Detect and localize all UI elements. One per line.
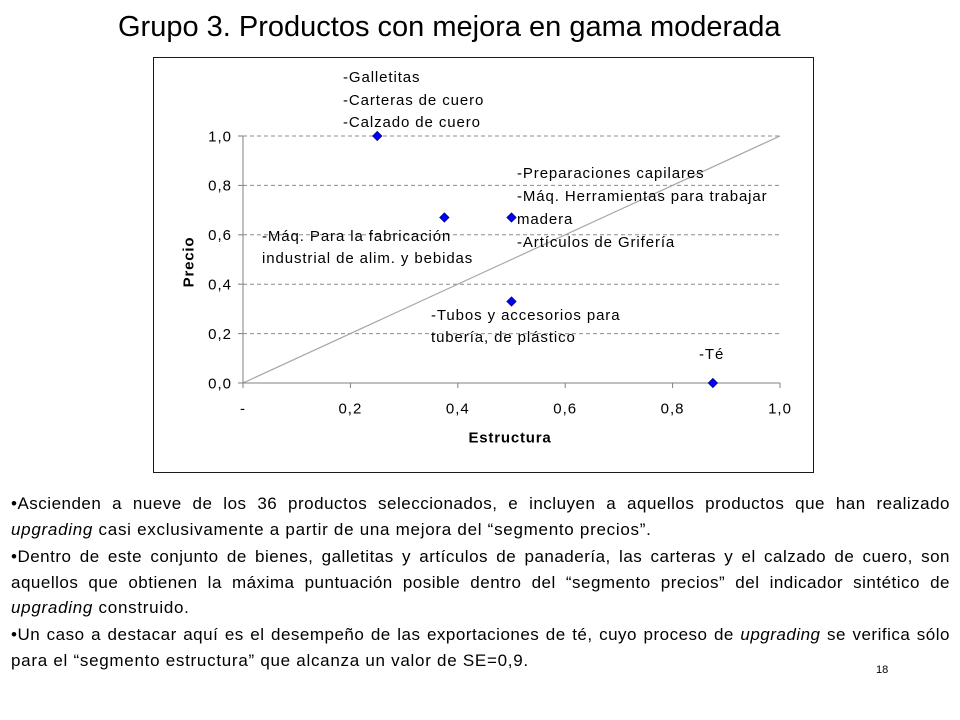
y-tick-label: 0,2 bbox=[208, 326, 232, 343]
emphasized-term: upgrading bbox=[11, 598, 94, 617]
data-label: industrial de alim. y bebidas bbox=[262, 249, 474, 267]
text-line: •Dentro de este conjunto de bienes, gall… bbox=[11, 544, 950, 570]
data-label: -Tubos y accesorios para bbox=[431, 307, 621, 324]
data-point bbox=[506, 212, 517, 223]
data-label-group: -Té bbox=[699, 344, 724, 366]
data-label: -Carteras de cuero bbox=[343, 91, 485, 109]
chart-marks: 0,0 0,2 0,4 0,6 0,8 1,0 - 0,2 0,4 0,6 0,8 1,0 bbox=[208, 128, 792, 417]
text-line: aquellos que obtienen la máxima puntuaci… bbox=[11, 570, 950, 596]
data-label: -Preparaciones capilares bbox=[517, 165, 705, 182]
data-label: -Calzado de cuero bbox=[343, 114, 481, 131]
emphasized-term: upgrading bbox=[11, 519, 94, 539]
y-tick-label: 0,4 bbox=[208, 276, 232, 293]
text-segment: se verifica sólo bbox=[820, 625, 950, 644]
y-tick-label: 0,8 bbox=[208, 178, 232, 195]
x-tick-label: - bbox=[240, 400, 246, 417]
data-label: -Artículos de Grifería bbox=[517, 234, 676, 251]
data-label-group: -Máq. Para la fabricación industrial de … bbox=[262, 226, 473, 269]
x-tick-label: 1,0 bbox=[768, 400, 792, 417]
emphasized-term: upgrading bbox=[740, 625, 821, 644]
data-point bbox=[439, 212, 450, 223]
y-tick-label: 0,0 bbox=[208, 375, 232, 392]
slide-title: Grupo 3. Productos con mejora en gama mo… bbox=[118, 11, 781, 43]
scatter-chart: 0,0 0,2 0,4 0,6 0,8 1,0 - 0,2 0,4 0,6 0,8 1,0 Estru… bbox=[153, 57, 814, 473]
text-segment: aquellos que obtienen la máxima puntuaci… bbox=[11, 572, 950, 592]
y-axis-title: Precio bbox=[180, 237, 197, 288]
text-line: •Un caso a destacar aquí es el desempeño… bbox=[11, 622, 950, 648]
bullet-paragraph: •Dentro de este conjunto de bienes, gall… bbox=[11, 544, 950, 621]
data-label-group: -Tubos y accesorios para tubería, de plá… bbox=[431, 305, 620, 349]
data-label: tubería, de plástico bbox=[431, 329, 576, 346]
data-point bbox=[506, 296, 517, 307]
x-tick-label: 0,2 bbox=[338, 400, 362, 417]
data-point bbox=[707, 377, 719, 389]
y-tick-label: 1,0 bbox=[208, 128, 232, 145]
data-label-group: -Preparaciones capilares -Máq. Herramien… bbox=[517, 162, 768, 254]
data-label: -Galletitas bbox=[343, 69, 421, 86]
page-number: 18 bbox=[876, 664, 889, 676]
data-point bbox=[372, 130, 383, 142]
data-label: -Té bbox=[699, 346, 725, 363]
x-tick-label: 0,8 bbox=[661, 400, 685, 417]
text-segment: casi exclusivamente a partir de una mejo… bbox=[93, 519, 652, 539]
text-segment: •Un caso a destacar aquí es el desempeño… bbox=[11, 625, 741, 644]
text-line: upgrading construido. bbox=[11, 595, 950, 621]
x-tick-label: 0,4 bbox=[446, 400, 470, 417]
text-segment: •Dentro de este conjunto de bienes, gall… bbox=[11, 547, 950, 566]
data-label-group: -Galletitas -Carteras de cuero -Calzado … bbox=[343, 67, 484, 135]
text-line: •Ascienden a nueve de los 36 productos s… bbox=[11, 491, 950, 517]
reference-line bbox=[242, 135, 781, 384]
y-tick-label: 0,6 bbox=[208, 227, 232, 244]
bullet-paragraph: •Ascienden a nueve de los 36 productos s… bbox=[11, 491, 950, 542]
x-tick-label: 0,6 bbox=[553, 400, 577, 417]
text-line: upgrading casi exclusivamente a partir d… bbox=[11, 517, 950, 543]
text-segment: construido. bbox=[93, 598, 190, 617]
x-axis-title: Estructura bbox=[468, 429, 551, 446]
data-label: -Máq. Herramientas para trabajar bbox=[517, 188, 768, 205]
text-segment: •Ascienden a nueve de los 36 productos s… bbox=[11, 494, 950, 513]
text-line: para el “segmento estructura” que alcanz… bbox=[11, 648, 950, 674]
data-label: madera bbox=[517, 211, 574, 228]
data-label: -Máq. Para la fabricación bbox=[262, 228, 452, 245]
chart-plot: 0,0 0,2 0,4 0,6 0,8 1,0 - 0,2 0,4 0,6 0,8 1,0 Estru… bbox=[180, 128, 792, 446]
bullet-paragraph: •Un caso a destacar aquí es el desempeño… bbox=[11, 622, 950, 673]
text-segment: para el “segmento estructura” que alcanz… bbox=[11, 650, 529, 670]
